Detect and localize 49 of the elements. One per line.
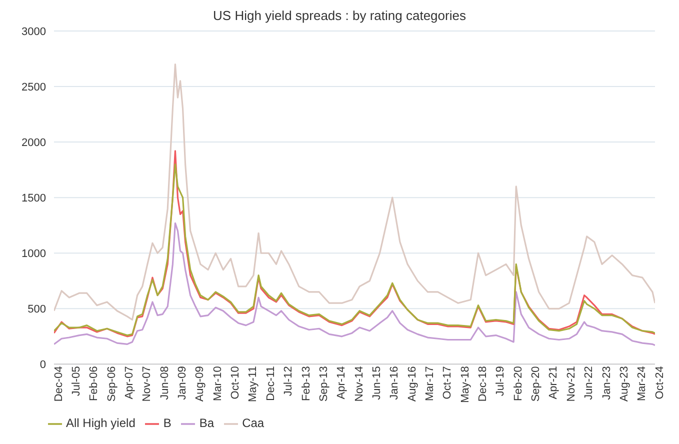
legend-label: B: [163, 416, 172, 430]
x-tick-label: Apr-21: [548, 366, 560, 400]
line-series: [54, 222, 655, 346]
legend-label: Caa: [242, 416, 264, 430]
x-tick-label: Mar-10: [212, 366, 224, 402]
x-tick-label: Apr-14: [336, 366, 348, 400]
x-tick-label: Aug-23: [618, 366, 630, 402]
x-tick-label: Jan-09: [176, 366, 189, 400]
x-tick-label: May-11: [247, 366, 260, 402]
line-series: [54, 64, 655, 321]
y-tick-label: 0: [40, 359, 46, 372]
y-tick-label: 2000: [22, 136, 46, 149]
x-tick-label: Feb-13: [300, 366, 312, 402]
y-tick-label: 2500: [22, 81, 46, 94]
x-tick-label: Jul-05: [70, 366, 82, 396]
x-tick-label: Apr-07: [124, 366, 136, 400]
y-tick-label: 1500: [22, 192, 46, 204]
x-tick-label: Jan-23: [600, 366, 613, 400]
x-tick-label: Feb-20: [512, 366, 524, 402]
x-tick-label: Sep-06: [106, 366, 118, 402]
x-tick-label: Aug-09: [194, 366, 206, 402]
x-tick-label: Jan-16: [388, 366, 401, 400]
y-tick-label: 1000: [22, 248, 46, 260]
x-tick-label: Jul-19: [494, 366, 507, 396]
x-tick-label: Mar-24: [636, 366, 648, 402]
x-tick-label: Nov-21: [565, 366, 578, 402]
x-tick-label: Mar-17: [424, 366, 436, 402]
chart-title: US High yield spreads : by rating categories: [212, 8, 467, 23]
x-tick-label: Nov-07: [141, 366, 154, 402]
x-tick-label: Oct-10: [230, 366, 242, 400]
x-tick-label: Feb-06: [88, 366, 100, 402]
x-tick-label: Dec-04: [52, 366, 65, 402]
x-tick-label: Jun-08: [158, 366, 171, 400]
x-tick-label: Jun-15: [370, 366, 383, 400]
x-tick-label: Sep-20: [530, 366, 542, 402]
x-tick-label: Aug-16: [406, 366, 418, 402]
y-tick-label: 3000: [22, 26, 46, 38]
x-tick-label: Oct-24: [654, 366, 666, 400]
x-tick-label: Jun-22: [583, 366, 596, 400]
x-tick-label: Dec-18: [477, 366, 490, 402]
x-tick-label: May-18: [459, 366, 472, 403]
x-tick-label: Oct-17: [442, 366, 454, 400]
y-tick-label: 500: [28, 304, 46, 316]
legend-label: All High yield: [66, 416, 136, 430]
x-tick-label: Dec-11: [264, 366, 277, 401]
legend-label: Ba: [199, 416, 214, 430]
x-tick-label: Nov-14: [353, 366, 366, 402]
x-tick-label: Jul-12: [282, 366, 295, 396]
x-tick-label: Sep-13: [318, 366, 330, 402]
